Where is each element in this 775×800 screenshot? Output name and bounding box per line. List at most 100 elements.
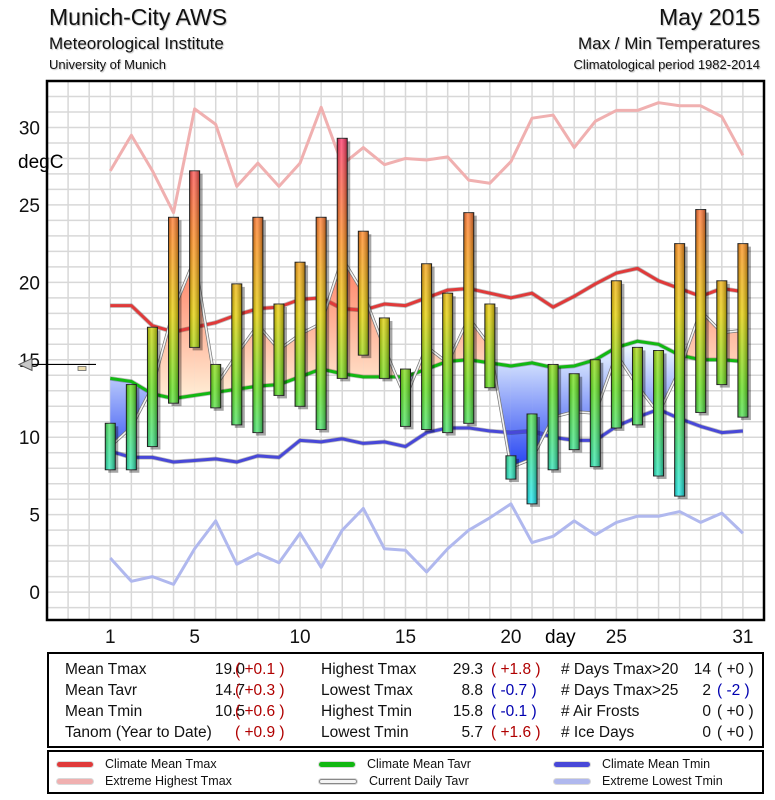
bar-shine <box>548 364 559 470</box>
daily-bar <box>674 243 688 500</box>
y-tick-label: 0 <box>29 583 40 604</box>
line-extreme-highest-tmax <box>108 101 745 215</box>
legend-item-current-daily-tavr: Current Daily Tavr <box>319 773 469 789</box>
climatological-period: Climatological period 1982-2014 <box>573 57 760 72</box>
institute-title: Meteorological Institute <box>49 34 224 53</box>
x-tick-label: 25 <box>606 627 627 648</box>
daily-bar <box>526 413 541 507</box>
bar-shine <box>632 347 643 425</box>
daily-bar <box>146 326 161 450</box>
x-tick-label: 15 <box>395 627 416 648</box>
bar-shine <box>316 217 327 430</box>
daily-bar <box>505 455 519 483</box>
legend-swatch <box>554 778 590 784</box>
daily-bar <box>463 212 477 427</box>
month-title: May 2015 <box>658 4 760 30</box>
y-tick-label: 20 <box>19 273 40 294</box>
bar-shine <box>295 262 306 407</box>
daily-bar <box>653 350 667 479</box>
legend-item-climate-mean-tavr: Climate Mean Tavr <box>319 756 471 772</box>
y-tick-label: 25 <box>19 196 40 217</box>
legend-swatch <box>554 761 590 767</box>
legend-swatch <box>57 778 93 784</box>
bar-shine <box>337 138 348 379</box>
bar-shine <box>421 263 432 430</box>
bar-shine <box>611 280 622 428</box>
daily-bar <box>252 216 266 436</box>
daily-bar <box>610 280 625 431</box>
daily-bar <box>421 263 435 433</box>
bar-shine <box>400 369 411 427</box>
y-tick-label: 30 <box>19 118 40 139</box>
statistics-panel: Mean Tmax 19.0( +0.1 ) Mean Tavr 14.7( +0.… <box>47 652 764 748</box>
bar-shine <box>716 280 727 385</box>
daily-bar <box>547 363 562 473</box>
daily-bar <box>737 243 751 421</box>
daily-bar <box>294 261 309 410</box>
x-axis-ticks: 1 5 10 15 20 25 31 <box>105 627 754 648</box>
bar-shine <box>273 304 284 396</box>
x-tick-label: 5 <box>189 627 200 648</box>
bar-shine <box>674 243 685 497</box>
daily-bar <box>315 216 330 433</box>
legend-swatch <box>319 761 355 767</box>
chart-legend: Climate Mean Tmax Climate Mean Tavr Clim… <box>47 750 764 794</box>
bar-shine <box>442 293 453 433</box>
marker-tab <box>77 366 87 371</box>
bar-shine <box>231 283 242 425</box>
legend-item-extreme-highest-tmax: Extreme Highest Tmax <box>57 773 232 789</box>
y-axis-label: degC <box>18 152 63 173</box>
bar-shine <box>695 209 706 413</box>
bar-shine <box>168 217 179 404</box>
daily-bar <box>210 363 224 411</box>
y-tick-label: 5 <box>29 506 40 527</box>
mean-tavr-marker <box>17 357 96 372</box>
daily-bar <box>104 422 119 473</box>
bar-shine <box>527 414 538 504</box>
legend-swatch <box>319 778 357 784</box>
legend-item-climate-mean-tmin: Climate Mean Tmin <box>554 756 710 772</box>
x-tick-label: 10 <box>289 627 310 648</box>
bar-shine <box>590 359 601 467</box>
daily-bar <box>378 317 393 382</box>
plot-frame <box>45 79 766 622</box>
bar-shine <box>569 373 580 450</box>
bar-shine <box>653 350 664 476</box>
bar-shine <box>105 423 116 470</box>
bar-shine <box>126 384 137 470</box>
university-title: University of Munich <box>49 57 167 72</box>
daily-bar <box>273 303 287 399</box>
station-title: Munich-City AWS <box>49 4 228 30</box>
chart-subtitle: Max / Min Temperatures <box>577 34 760 53</box>
daily-bar <box>484 303 498 391</box>
bar-shine <box>210 364 221 408</box>
bar-shine <box>147 327 158 447</box>
legend-item-climate-mean-tmax: Climate Mean Tmax <box>57 756 217 772</box>
bar-shine <box>379 317 390 379</box>
daily-bar <box>189 170 203 351</box>
daily-bar <box>336 137 351 382</box>
daily-bar <box>631 346 646 428</box>
daily-bar <box>442 292 456 436</box>
legend-swatch <box>57 761 93 767</box>
daily-bar <box>357 230 372 359</box>
daily-bar <box>125 384 140 473</box>
daily-bar <box>716 280 730 388</box>
y-tick-label: 10 <box>19 428 40 449</box>
x-tick-label: 1 <box>105 627 116 648</box>
bar-shine <box>484 304 495 388</box>
x-tick-label: 31 <box>732 627 753 648</box>
daily-bar <box>589 359 604 470</box>
daily-bar <box>168 216 182 407</box>
bar-shine <box>463 212 474 424</box>
line-extreme-lowest-tmin <box>109 502 744 586</box>
bar-shine <box>737 243 748 418</box>
daily-bar <box>695 209 709 416</box>
legend-item-extreme-lowest-tmin: Extreme Lowest Tmin <box>554 773 723 789</box>
daily-bar <box>400 368 414 430</box>
x-tick-label: 20 <box>500 627 521 648</box>
daily-bar <box>568 373 583 453</box>
x-axis-label: day <box>545 627 576 648</box>
bar-shine <box>505 455 516 480</box>
